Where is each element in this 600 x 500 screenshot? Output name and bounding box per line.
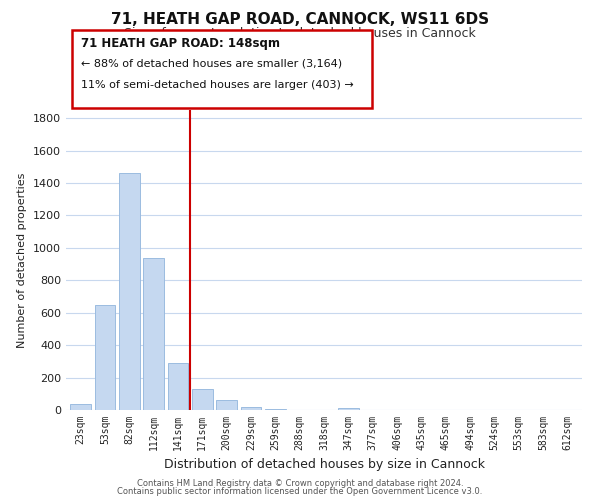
Bar [241, 407, 262, 410]
Bar [265, 409, 286, 410]
Bar [167, 363, 188, 410]
Text: Contains public sector information licensed under the Open Government Licence v3: Contains public sector information licen… [118, 487, 482, 496]
Bar [338, 408, 359, 410]
Text: 71 HEATH GAP ROAD: 148sqm: 71 HEATH GAP ROAD: 148sqm [81, 38, 280, 51]
Text: ← 88% of detached houses are smaller (3,164): ← 88% of detached houses are smaller (3,… [81, 59, 342, 69]
Text: 11% of semi-detached houses are larger (403) →: 11% of semi-detached houses are larger (… [81, 80, 354, 90]
Bar [119, 173, 140, 410]
Bar [95, 304, 115, 410]
Bar [143, 258, 164, 410]
Bar [70, 404, 91, 410]
X-axis label: Distribution of detached houses by size in Cannock: Distribution of detached houses by size … [163, 458, 485, 471]
Text: Size of property relative to detached houses in Cannock: Size of property relative to detached ho… [124, 28, 476, 40]
Text: 71, HEATH GAP ROAD, CANNOCK, WS11 6DS: 71, HEATH GAP ROAD, CANNOCK, WS11 6DS [111, 12, 489, 28]
Text: Contains HM Land Registry data © Crown copyright and database right 2024.: Contains HM Land Registry data © Crown c… [137, 478, 463, 488]
Y-axis label: Number of detached properties: Number of detached properties [17, 172, 28, 348]
Bar [216, 400, 237, 410]
Bar [192, 389, 212, 410]
